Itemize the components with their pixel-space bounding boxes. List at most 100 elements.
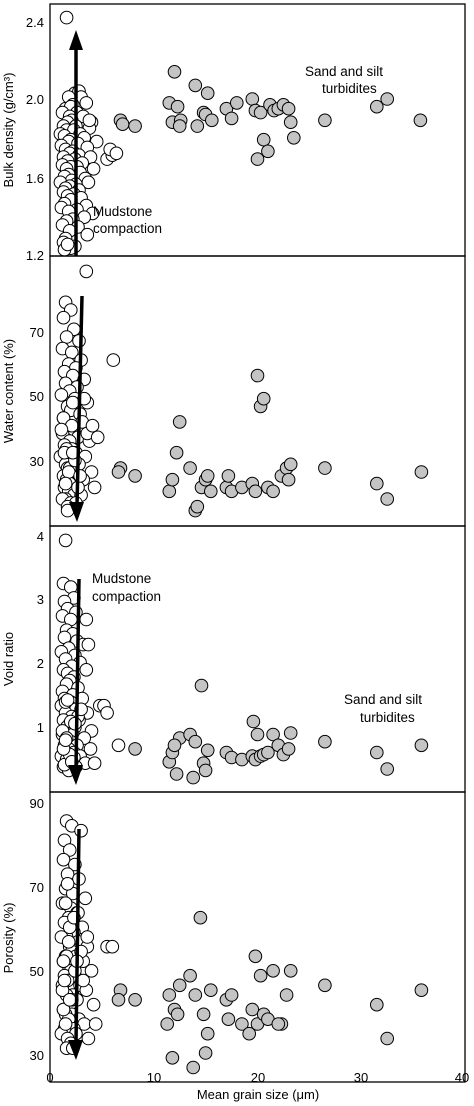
y-tick-labels: 30 50 70 (30, 325, 44, 469)
mudstone-point (80, 227, 95, 242)
mudstone-point (56, 852, 71, 867)
turbidite-point (380, 92, 395, 106)
mudstone-point (90, 430, 105, 445)
annotation-sand-silt: Sand and silt (305, 64, 383, 79)
panel-void-ratio: Void ratio 1 2 3 4 Mudstone compaction S… (1, 525, 466, 793)
annotation-sand-silt: Sand and silt (344, 692, 422, 707)
turbidite-point (370, 745, 384, 760)
turbidite-point (318, 734, 332, 749)
x-tick-label: 30 (354, 1070, 368, 1085)
turbidite-point (261, 144, 275, 159)
turbidite-point (380, 1031, 395, 1046)
turbidite-point (186, 1060, 200, 1075)
mudstone-point (80, 930, 95, 944)
turbidite-point (248, 484, 263, 499)
x-tick-label: 10 (147, 1070, 161, 1085)
compaction-arrow (68, 578, 83, 785)
mudstone-point (111, 738, 126, 753)
turbidite-point (169, 445, 184, 460)
y-tick-label: 30 (30, 1048, 44, 1063)
turbidite-point (253, 968, 268, 983)
turbidite-point (169, 767, 184, 781)
turbidite-point (266, 484, 280, 499)
turbidite-point (245, 92, 260, 106)
turbidite-point (205, 113, 219, 128)
mudstone-point (79, 264, 94, 279)
turbidite-point (250, 152, 265, 166)
mudstone-point (60, 877, 75, 891)
turbidite-point (196, 1007, 211, 1022)
y-tick-label: 70 (30, 325, 44, 340)
y-tick-label: 3 (37, 592, 44, 607)
turbidite-point (230, 96, 244, 110)
x-tick-label: 40 (455, 1070, 469, 1085)
mudstone-point (60, 693, 75, 707)
mudstone-point (58, 476, 73, 491)
y-tick-label: 30 (30, 454, 44, 469)
x-axis: 0 10 20 30 40 Mean grain size (μm) (46, 1070, 469, 1102)
turbidite-point (172, 415, 187, 429)
turbidite-point (186, 770, 200, 785)
turbidite-point (190, 499, 205, 514)
mudstone-point (56, 954, 71, 969)
y-tick-labels: 1.2 1.6 2.0 2.4 (26, 15, 44, 263)
mudstone-point (54, 388, 69, 402)
mudstone-point (59, 10, 74, 25)
mudstone-point (60, 237, 75, 252)
mudstone-point (54, 422, 69, 437)
turbidite-point (256, 391, 271, 406)
mudstone-point (88, 1017, 103, 1031)
turbidite-point (283, 964, 298, 978)
mudstone-point (105, 939, 120, 954)
turbidite-point (167, 738, 182, 753)
mudstone-point (58, 733, 73, 748)
y-tick-label: 2.4 (26, 15, 44, 30)
x-axis-label: Mean grain size (μm) (197, 1087, 319, 1102)
turbidite-point (250, 727, 265, 742)
mudstone-point (72, 334, 86, 348)
panel-porosity: Porosity (%) 30 50 70 90 (1, 791, 466, 1083)
mudstone-point (58, 1017, 73, 1031)
annotation-compaction: compaction (93, 221, 162, 236)
mudstone-point (87, 756, 102, 771)
mudstone-point (81, 1031, 96, 1046)
turbidite-point (271, 1017, 286, 1031)
turbidite-point (200, 1026, 215, 1041)
turbidite-point (242, 1026, 256, 1041)
turbidite-point (318, 113, 332, 128)
turbidite-point (160, 1017, 174, 1031)
mudstone-point (58, 533, 73, 548)
mudstone-point (56, 310, 71, 325)
data-points (53, 264, 429, 518)
turbidite-point (188, 734, 203, 749)
turbidite-point (198, 763, 213, 778)
data-points (54, 814, 429, 1075)
turbidite-point (194, 678, 209, 693)
turbidite-point (224, 988, 239, 1002)
turbidite-point (413, 113, 428, 128)
turbidite-point (283, 457, 298, 472)
turbidite-point (250, 368, 265, 383)
y-tick-labels: 30 50 70 90 (30, 796, 44, 1063)
y-tick-label: 1.2 (26, 248, 44, 263)
plot-frame (49, 791, 466, 1083)
turbidite-point (235, 1017, 249, 1031)
turbidite-point (172, 978, 187, 993)
y-tick-labels: 1 2 3 4 (37, 529, 44, 735)
turbidite-point (414, 738, 429, 753)
turbidite-point (167, 65, 182, 79)
turbidite-point (266, 964, 280, 978)
turbidite-point (193, 910, 208, 925)
mudstone-point (86, 162, 101, 176)
annotation-mudstone: Mudstone (92, 571, 151, 586)
turbidite-point (200, 743, 215, 758)
turbidite-point (281, 472, 296, 487)
mudstone-point (81, 637, 96, 652)
mudstone-point (84, 964, 99, 978)
mudstone-point (87, 480, 102, 495)
y-axis-label: Porosity (%) (1, 903, 16, 974)
turbidite-point (370, 997, 384, 1012)
y-tick-label: 50 (30, 964, 44, 979)
turbidite-point (253, 105, 268, 120)
